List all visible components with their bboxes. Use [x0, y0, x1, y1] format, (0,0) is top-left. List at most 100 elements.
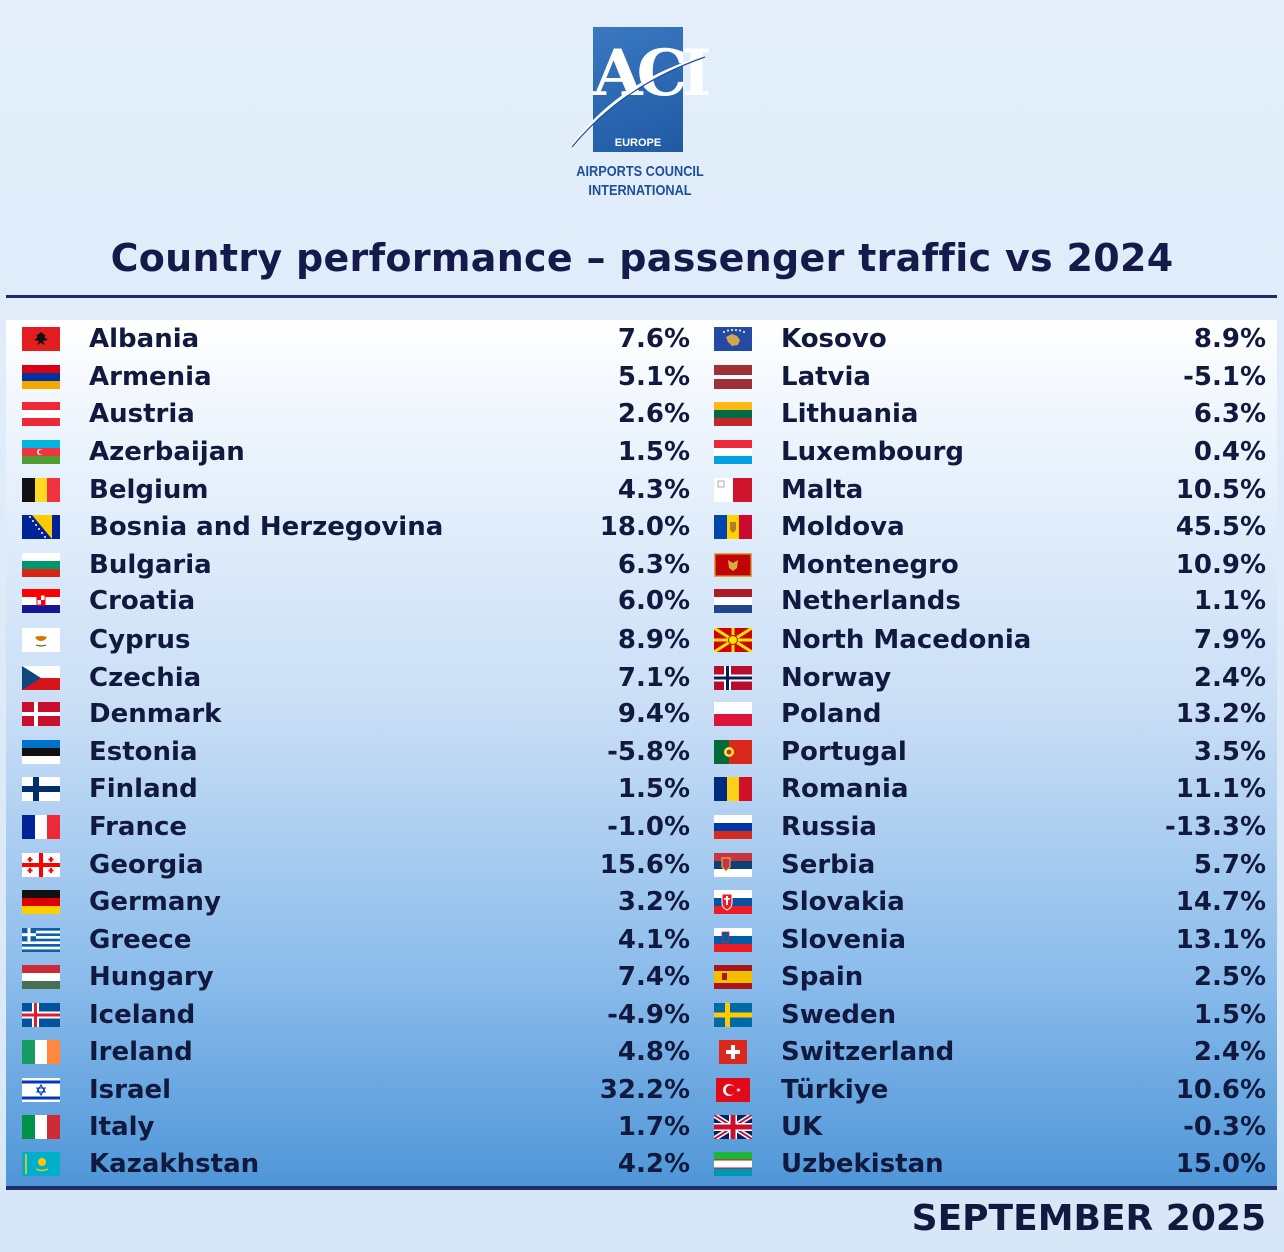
- country-row: Armenia 5.1%: [22, 360, 690, 398]
- traffic-change-value: 8.9%: [617, 625, 690, 655]
- logo-name-line2: INTERNATIONAL: [588, 182, 692, 199]
- country-name: Denmark: [89, 699, 222, 729]
- traffic-change-value: 6.3%: [1193, 399, 1266, 429]
- traffic-change-value: 3.5%: [1193, 737, 1266, 767]
- traffic-change-value: 1.5%: [617, 437, 690, 467]
- country-name: Finland: [89, 774, 198, 804]
- traffic-change-value: 10.6%: [1175, 1075, 1266, 1105]
- netherlands-flag-icon: [714, 589, 752, 613]
- traffic-change-value: 6.3%: [617, 550, 690, 580]
- country-name: Netherlands: [781, 586, 961, 616]
- cyprus-flag-icon: [22, 628, 60, 652]
- country-name: Estonia: [89, 737, 198, 767]
- divider-bottom: [6, 1186, 1277, 1190]
- malta-flag-icon: [714, 478, 752, 502]
- country-name: Slovenia: [781, 925, 907, 955]
- logo-sub: EUROPE: [614, 137, 662, 149]
- country-name: Luxembourg: [781, 437, 964, 467]
- country-name: Czechia: [89, 663, 202, 693]
- turkiye-flag-icon: [716, 1078, 750, 1102]
- spain-flag-icon: [714, 965, 752, 989]
- country-row: Romania 11.1%: [714, 772, 1266, 810]
- country-row: Slovenia 13.1%: [714, 923, 1266, 961]
- country-row: Latvia -5.1%: [714, 360, 1266, 398]
- report-period: SEPTEMBER 2025: [911, 1198, 1266, 1239]
- country-name: Austria: [89, 399, 195, 429]
- traffic-change-value: 4.3%: [617, 475, 690, 505]
- azerbaijan-flag-icon: [22, 440, 60, 464]
- traffic-change-value: 5.7%: [1193, 850, 1266, 880]
- kosovo-flag-icon: [714, 327, 752, 351]
- country-name: Bulgaria: [89, 550, 212, 580]
- country-row: Finland 1.5%: [22, 772, 690, 810]
- traffic-change-value: 32.2%: [599, 1075, 690, 1105]
- country-name: Armenia: [89, 362, 212, 392]
- bosnia-flag-icon: [22, 515, 60, 539]
- switzerland-flag-icon: [719, 1040, 747, 1064]
- kazakhstan-flag-icon: [22, 1152, 60, 1176]
- traffic-change-value: -4.9%: [607, 1000, 690, 1030]
- albania-flag-icon: [22, 327, 60, 351]
- traffic-change-value: -5.8%: [607, 737, 690, 767]
- country-name: Israel: [89, 1075, 172, 1105]
- country-name: Portugal: [781, 737, 907, 767]
- country-name: France: [89, 812, 188, 842]
- country-name: Croatia: [89, 586, 196, 616]
- traffic-change-value: 7.9%: [1193, 625, 1266, 655]
- country-row: Israel 32.2%: [22, 1073, 690, 1111]
- traffic-change-value: 0.4%: [1193, 437, 1266, 467]
- traffic-change-value: -0.3%: [1183, 1112, 1266, 1142]
- traffic-change-value: 7.1%: [617, 663, 690, 693]
- serbia-flag-icon: [714, 853, 752, 877]
- country-row: Belgium 4.3%: [22, 473, 690, 511]
- divider-top: [6, 295, 1277, 298]
- logo-name-line1: AIRPORTS COUNCIL: [576, 163, 704, 180]
- logo-name: AIRPORTS COUNCIL INTERNATIONAL: [572, 162, 708, 200]
- country-row: Luxembourg 0.4%: [714, 435, 1266, 473]
- traffic-change-value: 4.2%: [617, 1149, 690, 1179]
- portugal-flag-icon: [714, 740, 752, 764]
- country-name: Hungary: [89, 962, 214, 992]
- traffic-change-value: 3.2%: [617, 887, 690, 917]
- country-name: Kosovo: [781, 324, 887, 354]
- country-name: Russia: [781, 812, 877, 842]
- country-name: North Macedonia: [781, 625, 1032, 655]
- country-row: Kosovo 8.9%: [714, 322, 1266, 360]
- traffic-change-value: 1.5%: [617, 774, 690, 804]
- country-name: Kazakhstan: [89, 1149, 260, 1179]
- traffic-change-value: 15.0%: [1175, 1149, 1266, 1179]
- country-name: Serbia: [781, 850, 876, 880]
- country-row: France -1.0%: [22, 810, 690, 848]
- traffic-change-value: 2.4%: [1193, 663, 1266, 693]
- traffic-change-value: 7.4%: [617, 962, 690, 992]
- country-name: Malta: [781, 475, 864, 505]
- country-name: Türkiye: [781, 1075, 889, 1105]
- traffic-change-value: 8.9%: [1193, 324, 1266, 354]
- luxembourg-flag-icon: [714, 440, 752, 464]
- greece-flag-icon: [22, 928, 60, 952]
- country-name: Ireland: [89, 1037, 193, 1067]
- norway-flag-icon: [714, 666, 752, 690]
- bulgaria-flag-icon: [22, 553, 60, 577]
- country-name: Switzerland: [781, 1037, 955, 1067]
- country-row: Uzbekistan 15.0%: [714, 1147, 1266, 1185]
- belgium-flag-icon: [22, 478, 60, 502]
- page-title: Country performance – passenger traffic …: [110, 236, 1174, 280]
- moldova-flag-icon: [714, 515, 752, 539]
- country-name: Lithuania: [781, 399, 919, 429]
- traffic-change-value: 4.8%: [617, 1037, 690, 1067]
- country-row: Switzerland 2.4%: [714, 1035, 1266, 1073]
- france-flag-icon: [22, 815, 60, 839]
- country-row: Greece 4.1%: [22, 923, 690, 961]
- country-row: Norway 2.4%: [714, 661, 1266, 699]
- austria-flag-icon: [22, 402, 60, 426]
- slovakia-flag-icon: [714, 890, 752, 914]
- israel-flag-icon: [22, 1078, 60, 1102]
- italy-flag-icon: [22, 1115, 60, 1139]
- country-row: Spain 2.5%: [714, 960, 1266, 998]
- russia-flag-icon: [714, 815, 752, 839]
- country-name: Greece: [89, 925, 192, 955]
- traffic-change-value: 18.0%: [599, 512, 690, 542]
- country-name: Montenegro: [781, 550, 959, 580]
- country-row: Estonia -5.8%: [22, 735, 690, 773]
